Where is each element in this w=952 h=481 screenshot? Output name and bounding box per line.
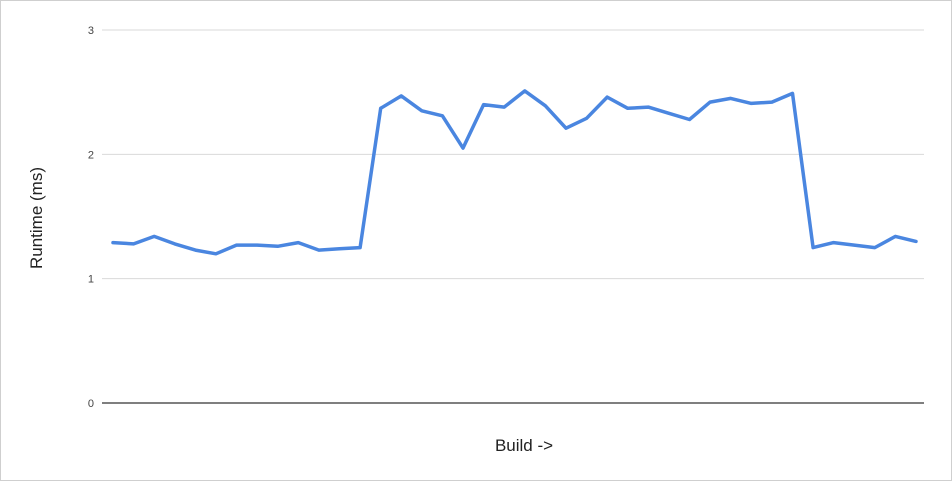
data-point bbox=[235, 243, 238, 247]
y-tick-labels: 0 1 2 3 bbox=[88, 25, 94, 410]
data-point bbox=[482, 103, 485, 106]
data-point bbox=[379, 107, 382, 110]
data-point bbox=[564, 127, 568, 130]
data-point bbox=[750, 102, 753, 105]
data-point bbox=[153, 235, 156, 238]
series-group bbox=[111, 89, 918, 256]
data-point bbox=[585, 117, 588, 120]
data-point bbox=[606, 95, 609, 99]
data-point bbox=[400, 94, 403, 98]
y-tick-label: 3 bbox=[88, 25, 94, 37]
data-point bbox=[688, 118, 691, 121]
data-point bbox=[626, 107, 629, 110]
data-point bbox=[503, 105, 506, 109]
data-point bbox=[420, 109, 423, 113]
data-point bbox=[544, 104, 547, 108]
data-point bbox=[832, 241, 835, 244]
data-point bbox=[297, 241, 300, 244]
data-point bbox=[461, 146, 465, 150]
grid-lines bbox=[102, 29, 924, 404]
data-point bbox=[111, 241, 115, 244]
data-point bbox=[894, 235, 897, 238]
data-point bbox=[317, 248, 321, 252]
data-point bbox=[708, 100, 712, 104]
data-point bbox=[667, 112, 671, 115]
data-point bbox=[791, 92, 794, 95]
data-point bbox=[173, 242, 176, 246]
data-point bbox=[358, 246, 362, 249]
y-tick-label: 0 bbox=[88, 398, 94, 410]
x-axis-title: Build -> bbox=[495, 436, 553, 455]
data-point bbox=[255, 243, 259, 247]
data-point bbox=[194, 248, 197, 252]
data-point bbox=[276, 245, 279, 248]
series-line bbox=[111, 89, 918, 256]
data-point bbox=[729, 97, 732, 100]
y-tick-label: 1 bbox=[88, 274, 94, 286]
data-point bbox=[770, 100, 774, 104]
data-point bbox=[214, 252, 218, 255]
data-point bbox=[853, 243, 856, 247]
data-point bbox=[811, 246, 815, 249]
y-tick-label: 2 bbox=[88, 149, 94, 161]
data-point bbox=[914, 240, 918, 243]
data-point bbox=[873, 246, 876, 249]
data-point bbox=[132, 242, 135, 246]
data-point bbox=[647, 105, 650, 109]
data-point bbox=[338, 247, 341, 250]
y-axis-title: Runtime (ms) bbox=[27, 167, 46, 269]
data-point bbox=[523, 89, 526, 93]
data-point bbox=[441, 114, 444, 118]
